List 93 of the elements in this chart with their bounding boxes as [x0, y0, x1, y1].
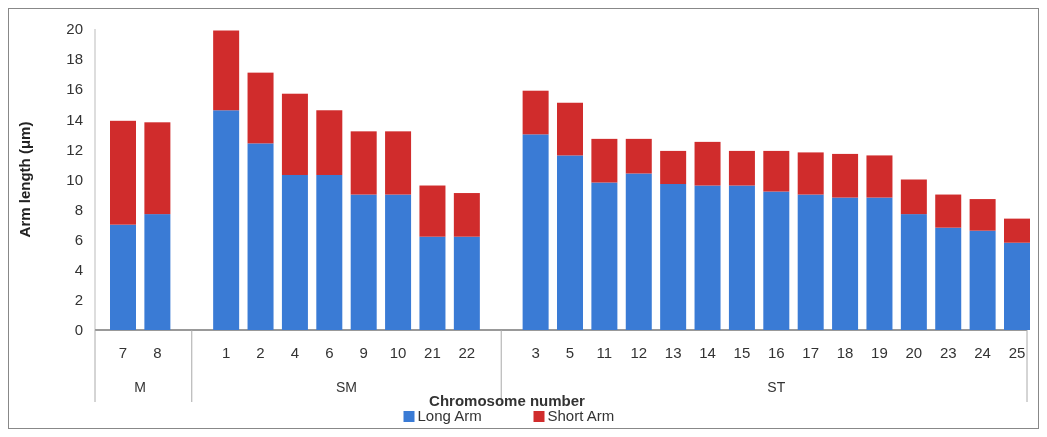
bar	[866, 155, 893, 198]
x-tick-label: 12	[630, 344, 648, 361]
bar	[213, 110, 240, 330]
x-axis-title: Chromosome number	[429, 392, 586, 409]
y-axis-title: Arm length (μm)	[16, 121, 33, 238]
bar	[935, 194, 962, 228]
x-tick-label: 25	[1008, 344, 1026, 361]
bar	[453, 193, 480, 237]
bar	[385, 131, 412, 195]
bar	[660, 150, 687, 185]
y-tick-label: 0	[74, 321, 83, 339]
y-tick-label: 6	[74, 230, 83, 248]
bar	[935, 227, 962, 330]
bar	[385, 194, 412, 330]
bar	[144, 122, 171, 215]
bar	[213, 30, 240, 111]
y-tick-label: 14	[66, 110, 83, 128]
bar	[557, 102, 583, 156]
bar	[1004, 242, 1030, 330]
y-tick-label: 8	[74, 200, 83, 218]
x-tick-label: 14	[699, 344, 716, 361]
bar	[625, 173, 652, 330]
bar	[591, 182, 618, 330]
bar	[625, 138, 652, 174]
bar	[281, 174, 308, 330]
x-tick-label: 20	[905, 344, 923, 361]
bar	[694, 141, 721, 186]
bar	[522, 90, 549, 135]
bar	[281, 93, 308, 175]
y-tick-label: 20	[66, 20, 83, 38]
bar	[797, 194, 824, 330]
bar	[419, 185, 446, 237]
bar	[763, 150, 790, 192]
bar	[247, 72, 274, 144]
x-tick-label: 13	[664, 344, 682, 361]
bar	[247, 143, 274, 330]
bar	[694, 185, 721, 330]
bar	[453, 236, 480, 330]
y-tick-label: 4	[74, 261, 83, 279]
x-tick-label: 3	[531, 344, 540, 361]
x-tick-label: 9	[359, 344, 368, 361]
bar	[763, 191, 790, 330]
x-tick-label: 2	[256, 344, 265, 361]
x-tick-label: 15	[733, 344, 751, 361]
bar	[350, 131, 377, 195]
text: ST	[767, 379, 786, 395]
x-tick-label: 24	[974, 344, 991, 361]
y-tick-label: 16	[66, 80, 83, 98]
x-tick-label: 7	[118, 344, 128, 361]
bar	[728, 185, 755, 330]
legend-label: Long Arm	[417, 407, 482, 424]
x-tick-label: 17	[802, 344, 820, 361]
bar	[832, 197, 859, 330]
x-tick-label: 6	[325, 344, 334, 361]
x-tick-label: 1	[221, 344, 231, 361]
bar	[969, 199, 996, 231]
bar	[110, 120, 136, 225]
bar	[660, 184, 687, 330]
x-tick-label: 23	[939, 344, 957, 361]
legend-label: Short Arm	[547, 407, 615, 424]
bar	[728, 150, 755, 186]
bar	[144, 214, 171, 330]
bar	[866, 197, 893, 330]
bar	[419, 236, 446, 330]
y-tick-label: 18	[66, 50, 83, 68]
bar	[832, 153, 859, 198]
text: SM	[336, 379, 357, 395]
x-tick-label: 10	[389, 344, 407, 361]
y-tick-label: 12	[66, 140, 83, 158]
bar	[1004, 218, 1030, 243]
bar	[350, 194, 377, 330]
x-tick-label: 8	[153, 344, 162, 361]
bar	[316, 174, 343, 330]
x-tick-label: 19	[871, 344, 888, 361]
bar	[557, 155, 583, 330]
x-tick-label: 4	[290, 344, 300, 361]
x-tick-label: 16	[767, 344, 785, 361]
y-tick-label: 10	[66, 170, 83, 188]
x-tick-label: 21	[424, 344, 441, 361]
x-tick-label: 22	[458, 344, 476, 361]
bar	[522, 134, 549, 330]
y-tick-label: 2	[74, 291, 83, 309]
bar	[969, 230, 996, 330]
x-tick-label: 11	[596, 344, 613, 361]
x-tick-label: 5	[565, 344, 575, 361]
bar	[900, 179, 927, 215]
text: M	[134, 379, 147, 395]
bar	[110, 224, 136, 330]
x-tick-label: 18	[836, 344, 854, 361]
bar	[591, 138, 618, 183]
bar	[900, 214, 927, 330]
bar	[316, 110, 343, 175]
bar	[797, 152, 824, 195]
